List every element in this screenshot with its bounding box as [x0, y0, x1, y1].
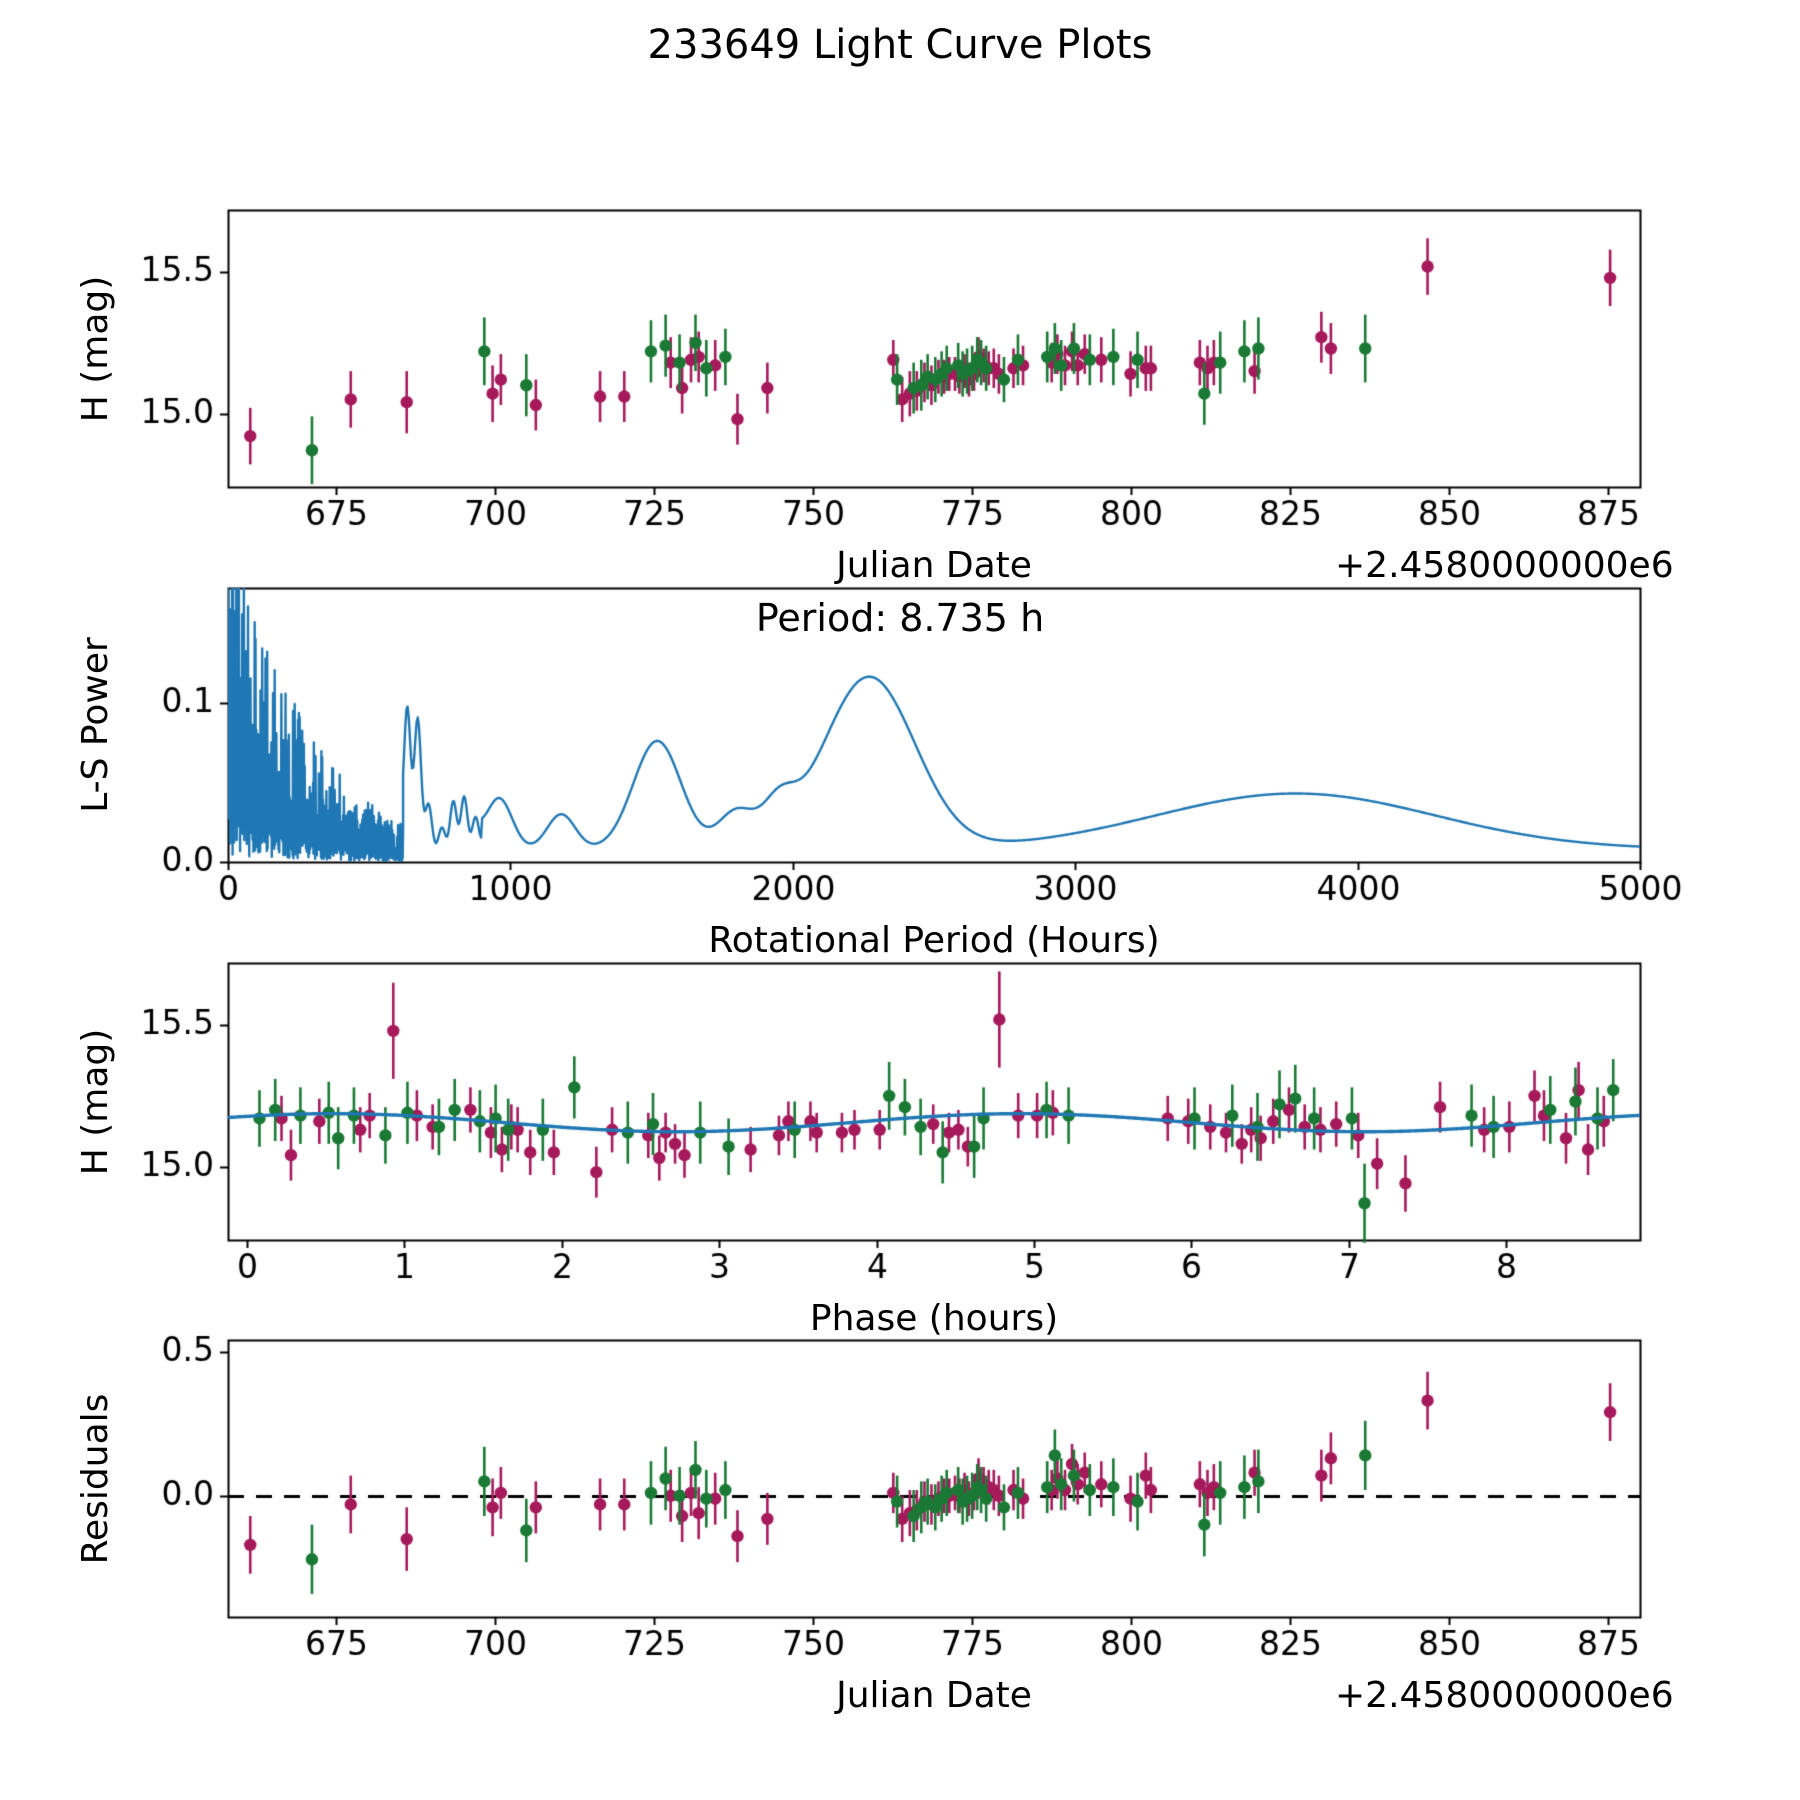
- plot-canvas: [0, 0, 1800, 1800]
- figure-root: 233649 Light Curve Plots H (mag) Julian …: [0, 0, 1800, 1800]
